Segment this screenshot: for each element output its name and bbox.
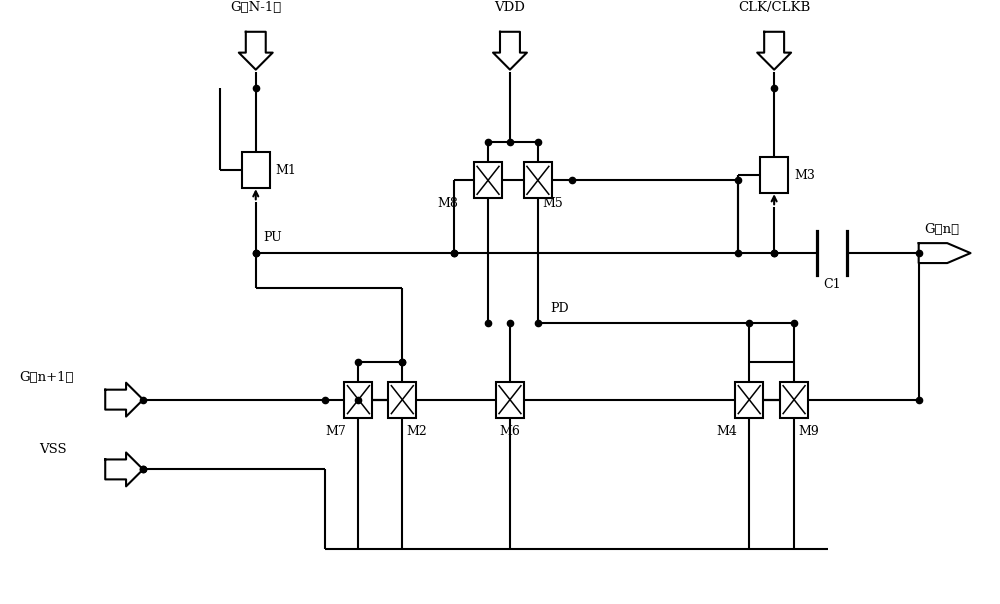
Text: M6: M6 bbox=[500, 425, 520, 438]
Bar bbox=[496, 382, 524, 417]
Text: PU: PU bbox=[264, 231, 282, 243]
Bar bbox=[388, 382, 416, 417]
Text: PD: PD bbox=[550, 303, 568, 315]
Text: G（N-1）: G（N-1） bbox=[230, 1, 281, 14]
Text: M8: M8 bbox=[438, 197, 459, 210]
Bar bbox=[344, 382, 372, 417]
Polygon shape bbox=[105, 452, 143, 486]
Bar bbox=[242, 152, 270, 188]
Polygon shape bbox=[239, 32, 273, 69]
Text: M9: M9 bbox=[798, 425, 819, 438]
Text: C1: C1 bbox=[823, 278, 841, 292]
Text: G（n）: G（n） bbox=[925, 223, 960, 236]
Text: M4: M4 bbox=[716, 425, 737, 438]
Text: M3: M3 bbox=[794, 169, 815, 182]
Text: M7: M7 bbox=[326, 425, 346, 438]
Text: VSS: VSS bbox=[39, 443, 67, 456]
Text: M1: M1 bbox=[276, 164, 297, 177]
Bar bbox=[524, 162, 552, 198]
Bar bbox=[735, 382, 763, 417]
Bar bbox=[780, 382, 808, 417]
Text: M2: M2 bbox=[406, 425, 427, 438]
Text: M5: M5 bbox=[542, 197, 563, 210]
Bar bbox=[474, 162, 502, 198]
Polygon shape bbox=[493, 32, 527, 69]
Polygon shape bbox=[919, 243, 971, 263]
Text: G（n+1）: G（n+1） bbox=[20, 371, 74, 384]
Polygon shape bbox=[105, 383, 143, 417]
Bar bbox=[760, 158, 788, 193]
Text: VDD: VDD bbox=[495, 1, 525, 14]
Text: CLK/CLKB: CLK/CLKB bbox=[738, 1, 810, 14]
Polygon shape bbox=[757, 32, 791, 69]
